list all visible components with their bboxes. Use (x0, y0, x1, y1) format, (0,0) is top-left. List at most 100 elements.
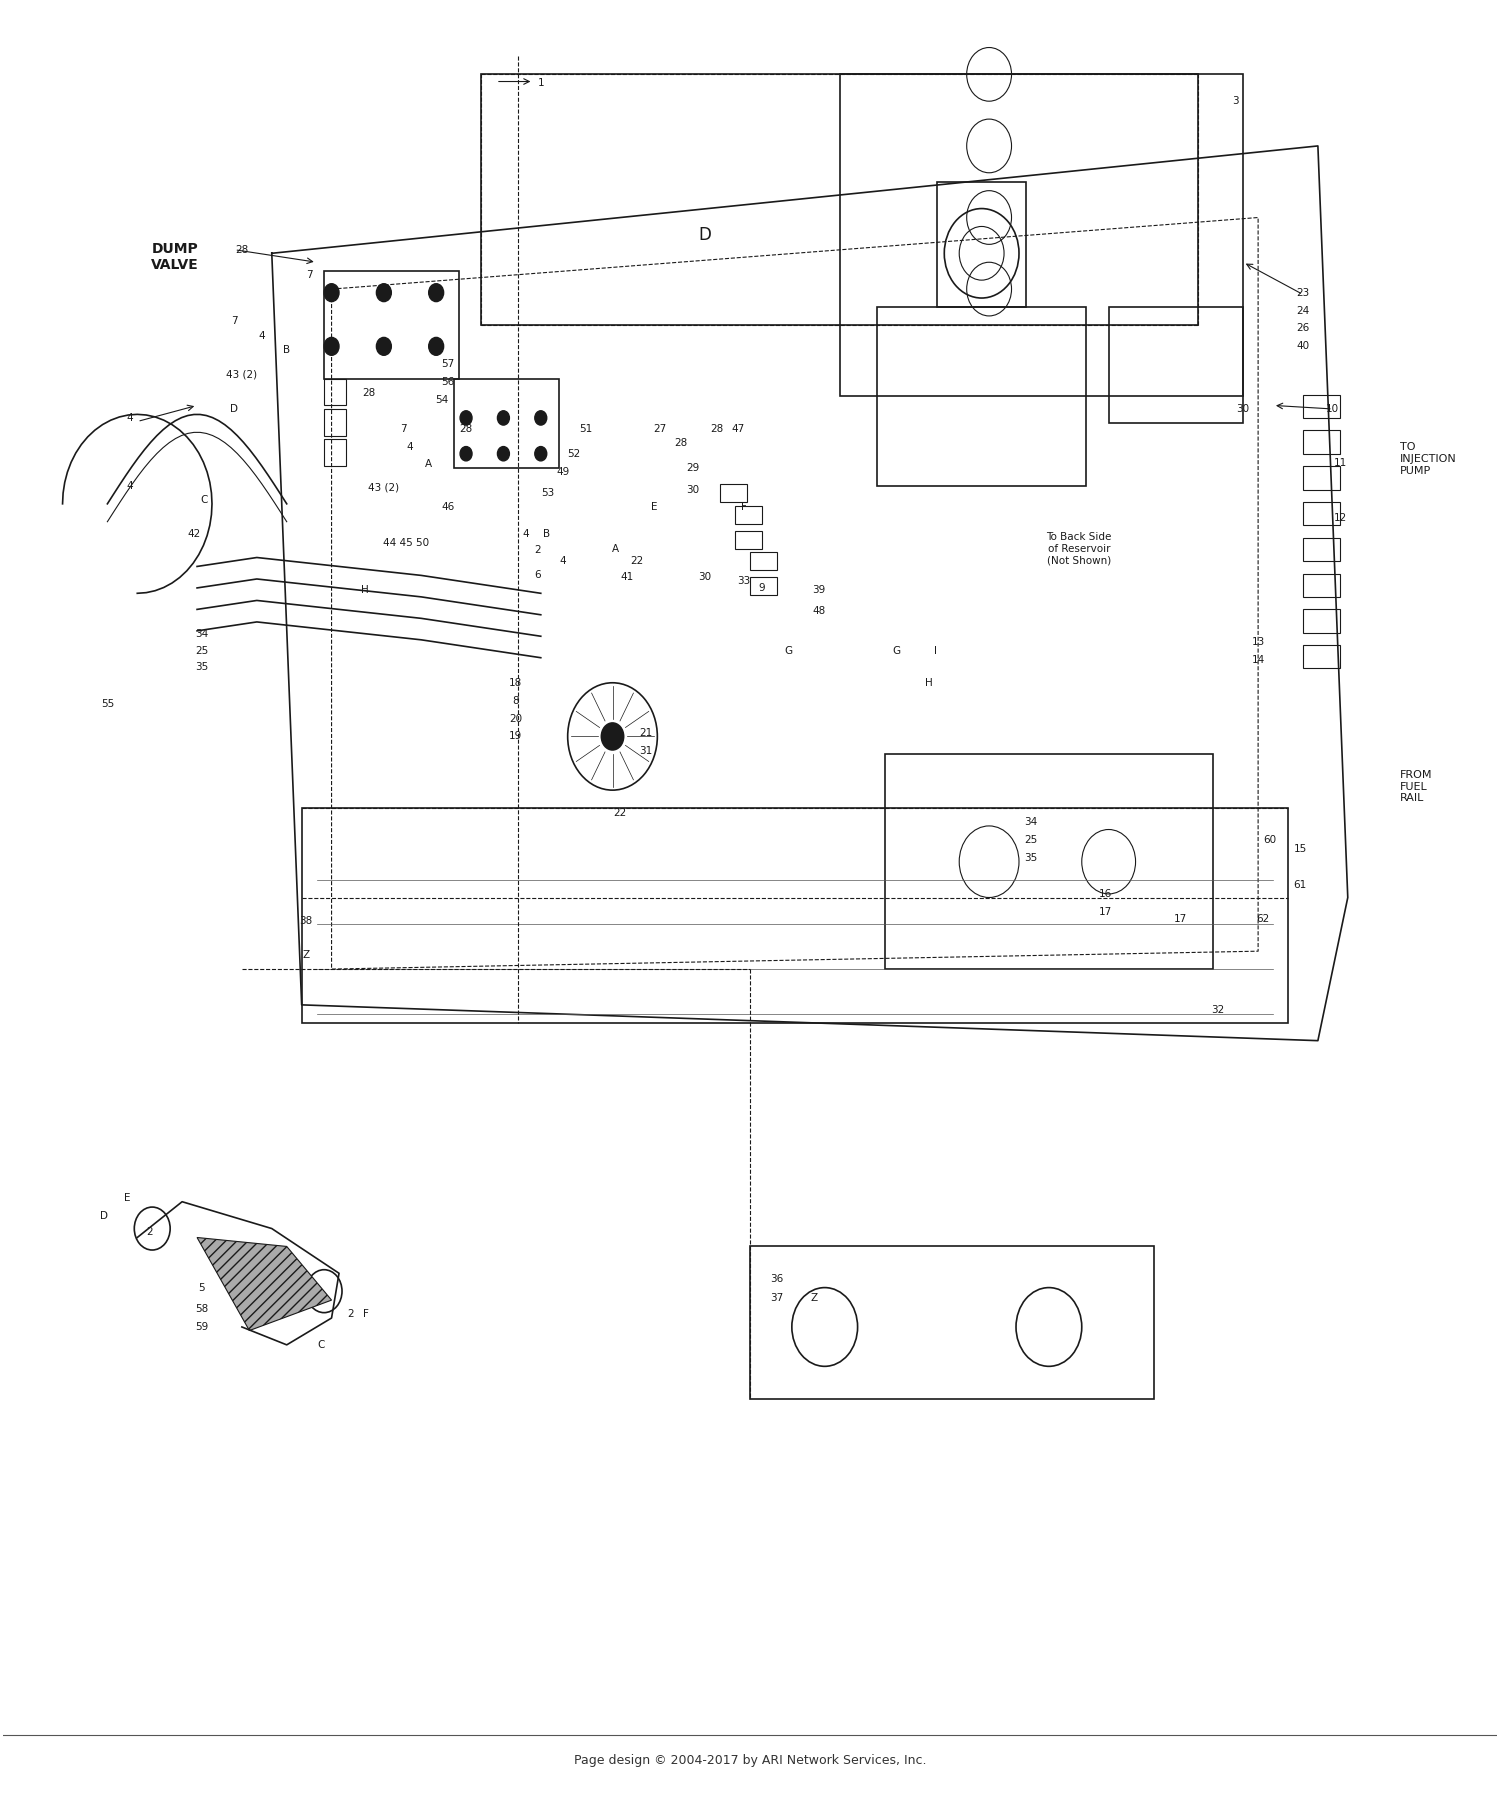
Text: 52: 52 (567, 449, 580, 460)
Text: 61: 61 (1293, 880, 1306, 890)
Text: 29: 29 (687, 463, 700, 474)
Text: 49: 49 (556, 467, 570, 477)
Bar (1304, 395, 1341, 418)
Bar (324, 379, 346, 406)
Text: 42: 42 (188, 530, 201, 538)
Text: 22: 22 (614, 808, 627, 819)
Text: 4: 4 (258, 330, 264, 341)
Circle shape (600, 722, 624, 750)
Circle shape (536, 411, 548, 425)
Text: 36: 36 (771, 1274, 783, 1283)
Text: 12: 12 (1334, 513, 1347, 522)
Text: 19: 19 (509, 731, 522, 741)
Text: 33: 33 (738, 576, 750, 585)
Polygon shape (196, 1237, 332, 1330)
Text: FROM
FUEL
RAIL: FROM FUEL RAIL (1400, 770, 1432, 802)
Text: G: G (892, 646, 900, 655)
Text: 25: 25 (195, 646, 208, 655)
Text: To Back Side
of Reservoir
(Not Shown): To Back Side of Reservoir (Not Shown) (1046, 531, 1112, 565)
Circle shape (376, 337, 392, 355)
Text: 26: 26 (1296, 323, 1310, 334)
Text: 34: 34 (195, 630, 208, 639)
Text: 44 45 50: 44 45 50 (382, 538, 429, 547)
Text: C: C (318, 1339, 326, 1350)
Bar (1304, 431, 1341, 454)
Text: G: G (784, 646, 794, 655)
Text: 47: 47 (732, 424, 744, 434)
Text: 34: 34 (1024, 817, 1038, 827)
Text: 41: 41 (621, 573, 634, 582)
Text: 60: 60 (1263, 835, 1276, 845)
Text: 40: 40 (1296, 341, 1310, 352)
Text: 11: 11 (1334, 458, 1347, 468)
Bar (324, 409, 346, 436)
Text: 1: 1 (537, 79, 544, 88)
Text: 43 (2): 43 (2) (369, 483, 399, 492)
Text: 43 (2): 43 (2) (226, 370, 258, 381)
Text: F: F (363, 1309, 369, 1319)
Text: 4: 4 (126, 413, 134, 424)
Bar (1304, 574, 1341, 598)
Text: 13: 13 (1251, 637, 1264, 646)
Text: Z: Z (303, 950, 309, 960)
Text: TO
INJECTION
PUMP: TO INJECTION PUMP (1400, 443, 1456, 476)
Text: E: E (123, 1194, 130, 1203)
Text: 5: 5 (198, 1283, 206, 1292)
Bar (750, 553, 777, 571)
Text: 2: 2 (146, 1228, 153, 1237)
Text: 2: 2 (534, 546, 542, 555)
Bar (885, 754, 1214, 969)
Circle shape (324, 337, 339, 355)
Text: 46: 46 (441, 503, 454, 512)
Text: A: A (612, 544, 620, 553)
Text: 30: 30 (687, 485, 700, 494)
Circle shape (460, 447, 472, 461)
Text: 31: 31 (639, 745, 652, 756)
Text: 35: 35 (195, 662, 208, 671)
Circle shape (460, 411, 472, 425)
Text: 3: 3 (1233, 97, 1239, 106)
Text: 4: 4 (522, 530, 530, 538)
Text: E: E (651, 503, 657, 512)
Text: 57: 57 (441, 359, 454, 370)
Text: 58: 58 (195, 1305, 208, 1314)
Text: 21: 21 (639, 727, 652, 738)
Circle shape (498, 447, 510, 461)
Circle shape (324, 284, 339, 302)
Bar (735, 506, 762, 524)
Text: 28: 28 (459, 424, 472, 434)
Text: 20: 20 (509, 714, 522, 723)
Text: DUMP
VALVE: DUMP VALVE (152, 242, 198, 273)
Text: 14: 14 (1251, 655, 1264, 664)
Text: B: B (543, 530, 550, 538)
Bar (454, 379, 558, 468)
Bar (750, 578, 777, 596)
Bar (324, 440, 346, 467)
Circle shape (429, 337, 444, 355)
Text: 16: 16 (1100, 889, 1113, 899)
Text: 30: 30 (1236, 404, 1250, 415)
Text: B: B (284, 345, 291, 355)
Circle shape (498, 411, 510, 425)
Text: 4: 4 (560, 556, 567, 565)
Bar (1304, 609, 1341, 632)
Text: 9: 9 (759, 583, 765, 592)
Bar (1304, 467, 1341, 490)
Text: 48: 48 (812, 607, 825, 616)
Bar (938, 181, 1026, 307)
Text: C: C (201, 495, 208, 504)
Text: 28: 28 (675, 438, 688, 449)
Circle shape (536, 447, 548, 461)
Text: 62: 62 (1256, 914, 1269, 924)
Text: H: H (360, 585, 369, 594)
Text: 32: 32 (1210, 1005, 1224, 1016)
Circle shape (376, 284, 392, 302)
Text: 7: 7 (231, 316, 237, 327)
Text: 22: 22 (630, 556, 644, 565)
Text: 28: 28 (711, 424, 723, 434)
Text: 25: 25 (1024, 835, 1038, 845)
Text: H: H (926, 679, 933, 687)
Text: 51: 51 (579, 424, 592, 434)
Text: F: F (741, 503, 747, 512)
Text: D: D (699, 226, 711, 244)
